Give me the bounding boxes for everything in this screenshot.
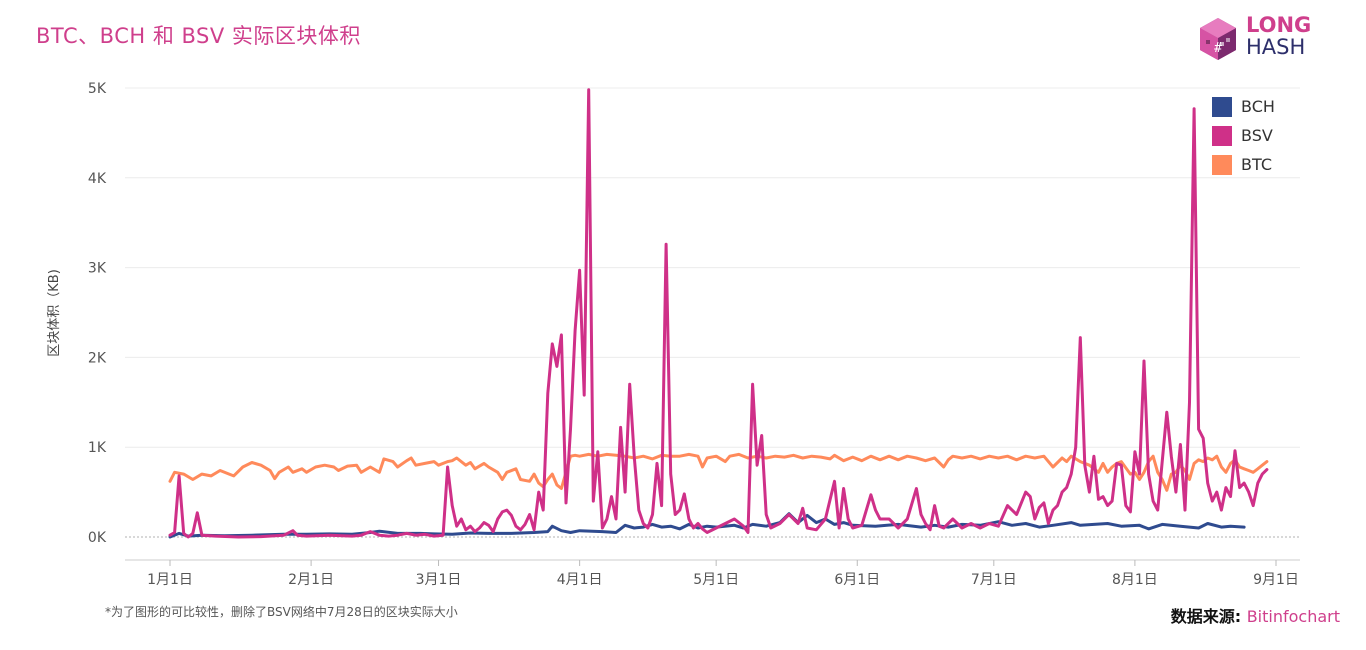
legend-label-btc: BTC [1241,155,1272,174]
x-tick-label: 7月1日 [971,572,1017,588]
x-tick-label: 4月1日 [557,572,603,588]
data-source: 数据来源: Bitinfochart [1171,603,1340,627]
y-tick-label: 3K [88,261,107,277]
footnote: *为了图形的可比较性，删除了BSV网络中7月28日的区块实际大小 [105,605,458,619]
y-axis-ticks: 0K 1K 2K 3K 4K 5K [88,81,107,546]
x-tick-label: 9月1日 [1253,572,1299,588]
x-tick-label: 8月1日 [1112,572,1158,588]
y-tick-label: 1K [88,440,107,456]
x-tick-label: 6月1日 [834,572,880,588]
grid-lines [125,87,1300,561]
y-tick-label: 5K [88,81,107,97]
legend-item-bsv[interactable]: BSV [1212,121,1275,150]
legend: BCH BSV BTC [1212,92,1275,179]
legend-swatch-bsv [1212,125,1232,146]
legend-item-btc[interactable]: BTC [1212,150,1275,179]
legend-swatch-btc [1212,154,1232,175]
legend-item-bch[interactable]: BCH [1212,92,1275,121]
x-tick-label: 5月1日 [693,572,739,588]
source-name[interactable]: Bitinfochart [1246,607,1340,626]
series-line-bsv [168,88,1269,539]
svg-text:#: # [1214,41,1222,56]
series-line-btc [168,452,1269,492]
x-tick-label: 3月1日 [416,572,462,588]
logo-cube-icon: # [1200,18,1236,60]
series-lines [168,88,1269,539]
legend-swatch-bch [1212,96,1232,117]
y-tick-label: 0K [88,530,107,546]
x-tick-label: 2月1日 [288,572,334,588]
logo-line1: LONG [1246,13,1312,37]
x-axis-ticks: 1月1日 2月1日 3月1日 4月1日 5月1日 6月1日 7月1日 8月1日 9月1日 [147,560,1299,588]
longhash-logo: # LONG HASH [1196,14,1326,64]
source-label: 数据来源: [1170,607,1247,626]
x-tick-label: 1月1日 [147,572,193,588]
logo-line2: HASH [1246,35,1306,59]
logo-wordmark: LONG HASH [1246,14,1311,58]
legend-label-bsv: BSV [1241,126,1273,145]
y-tick-label: 2K [88,350,107,366]
y-tick-label: 4K [88,171,107,187]
y-axis-label: 区块体积（KB) [47,269,62,357]
chart-title: BTC、BCH 和 BSV 实际区块体积 [36,24,361,48]
legend-label-bch: BCH [1241,97,1275,116]
line-chart: 0K 1K 2K 3K 4K 5K 1月1日 2月1日 3月1日 4月1日 5月1日 6月1日 7月1… [47,81,1300,588]
